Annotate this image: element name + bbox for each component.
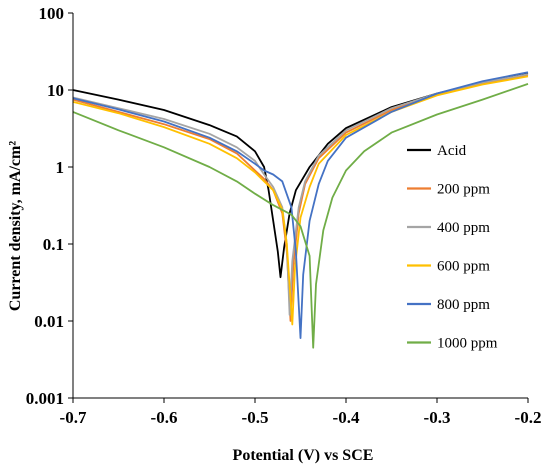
legend-backdrop <box>403 216 521 238</box>
x-tick-label: -0.3 <box>424 408 451 427</box>
legend-label: 400 ppm <box>437 220 490 236</box>
legend-label: 800 ppm <box>437 297 490 313</box>
legend-backdrop <box>403 139 521 161</box>
x-tick-label: -0.4 <box>333 408 360 427</box>
legend-backdrop <box>403 293 521 315</box>
series-layer <box>72 71 529 349</box>
y-tick-label: 100 <box>39 4 65 23</box>
legend-label: 200 ppm <box>437 182 490 198</box>
legend-backdrop <box>403 177 521 200</box>
x-tick-label: -0.6 <box>151 408 178 427</box>
y-axis-title: Current density, mA/cm² <box>7 141 24 311</box>
series-line-800-ppm <box>72 71 529 339</box>
x-axis-title: Potential (V) vs SCE <box>233 447 374 464</box>
legend: Acid 200 ppm 400 ppm 600 ppm 800 ppm 1000 ppm <box>403 139 521 354</box>
y-tick-label: 0.01 <box>34 312 64 331</box>
axis-layer: -0.7 -0.6 -0.5 -0.4 -0.3 -0.2 0.001 0.01 0.1 1 10 1… <box>26 4 542 427</box>
legend-label: 1000 ppm <box>437 336 498 352</box>
x-tick-label: -0.5 <box>242 408 269 427</box>
legend-label: Acid <box>437 143 467 159</box>
series-line-400-ppm <box>72 73 529 316</box>
y-tick-label: 1 <box>56 158 65 177</box>
legend-backdrop <box>403 254 521 277</box>
y-tick-label: 10 <box>47 81 64 100</box>
legend-label: 600 ppm <box>437 259 490 275</box>
legend-backdrop <box>403 331 521 354</box>
y-tick-label: 0.001 <box>26 389 64 408</box>
series-line-acid <box>72 72 529 279</box>
x-tick-label: -0.2 <box>515 408 542 427</box>
y-tick-label: 0.1 <box>43 235 64 254</box>
x-tick-label: -0.7 <box>60 408 87 427</box>
series-line-1000-ppm <box>72 83 529 349</box>
